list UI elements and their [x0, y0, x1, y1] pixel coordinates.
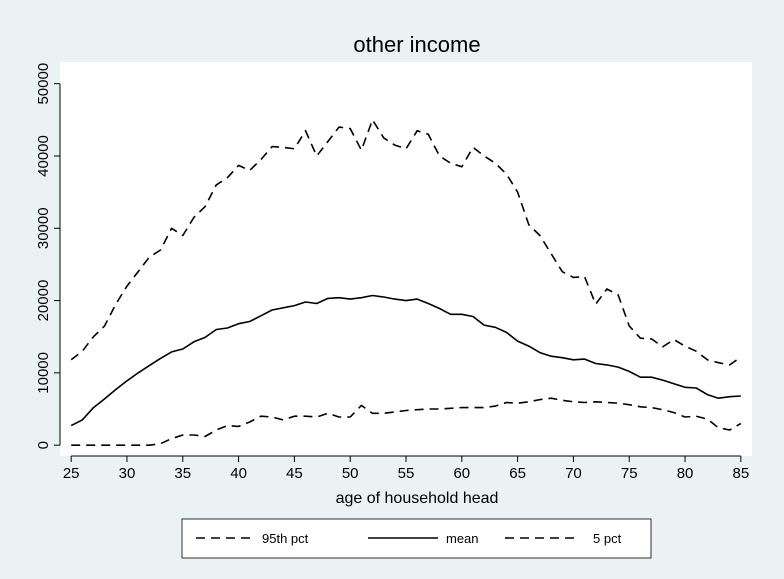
x-tick-label: 75 [621, 465, 638, 482]
x-tick-label: 50 [342, 465, 359, 482]
x-tick-label: 65 [509, 465, 526, 482]
x-tick-label: 85 [732, 465, 749, 482]
series-line-95th-pct [70, 119, 742, 366]
series-line-mean [70, 294, 741, 427]
x-tick-label: 30 [119, 465, 136, 482]
series-layer [70, 119, 742, 447]
y-tick-label: 40000 [35, 135, 52, 177]
y-tick-label: 20000 [35, 280, 52, 322]
y-tick-label: 50000 [35, 63, 52, 105]
x-tick-label: 35 [174, 465, 191, 482]
x-tick-label: 60 [453, 465, 470, 482]
legend: 95th pct mean 5 pct [181, 518, 652, 559]
x-axis-label: age of household head [336, 490, 499, 507]
y-tick-label: 10000 [35, 352, 52, 394]
legend-label: 95th pct [262, 531, 309, 546]
y-axis: 0 10000 20000 30000 40000 50000 [35, 63, 61, 449]
legend-label: mean [446, 531, 479, 546]
y-tick-label: 30000 [35, 207, 52, 249]
x-tick-label: 80 [677, 465, 694, 482]
x-tick-label: 70 [565, 465, 582, 482]
y-tick-label: 0 [35, 441, 52, 449]
x-axis: 25 30 35 40 45 50 55 60 65 70 75 80 85 [63, 455, 749, 482]
x-tick-label: 55 [398, 465, 415, 482]
legend-label: 5 pct [593, 531, 622, 546]
x-tick-label: 40 [230, 465, 247, 482]
plot-area [60, 62, 752, 456]
chart-title: other income [353, 32, 480, 57]
x-tick-label: 45 [286, 465, 303, 482]
series-line-5-pct [71, 397, 742, 447]
x-tick-label: 25 [63, 465, 80, 482]
